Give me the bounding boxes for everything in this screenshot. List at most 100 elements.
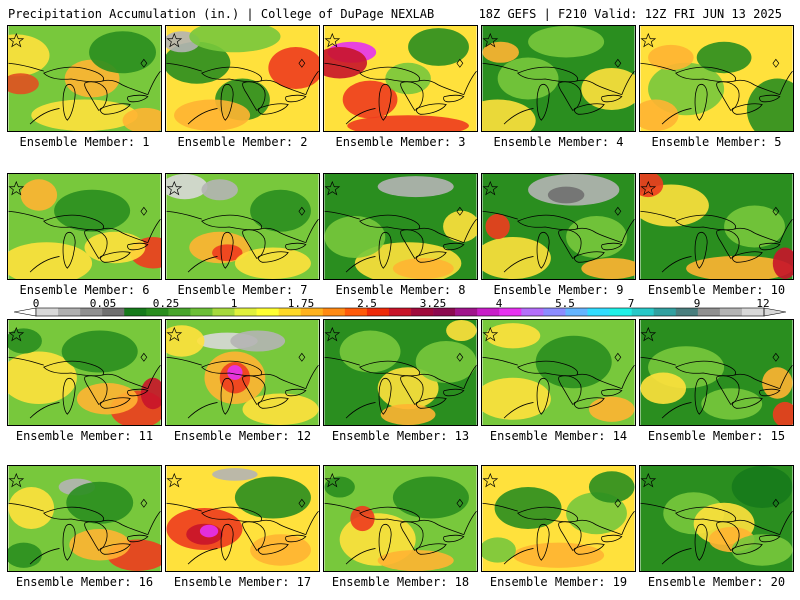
marker-star-icon xyxy=(640,326,657,342)
precip-area xyxy=(604,372,635,394)
map-boundary xyxy=(99,103,131,115)
map-boundary xyxy=(84,521,108,551)
marker-star-icon xyxy=(8,326,25,342)
member-caption: Ensemble Member: 17 xyxy=(173,575,312,589)
precipitation-map xyxy=(323,319,478,426)
colorbar-swatch xyxy=(631,308,654,316)
precipitation-map xyxy=(323,25,478,132)
map-boundary xyxy=(443,242,465,251)
precip-area xyxy=(566,492,627,535)
marker-diamond-icon xyxy=(614,498,622,508)
ensemble-panel: Ensemble Member: 13 xyxy=(323,319,478,443)
map-boundary xyxy=(463,510,477,535)
precip-area xyxy=(640,174,664,198)
precip-area xyxy=(380,404,436,425)
colorbar-swatch xyxy=(609,308,632,316)
map-boundary xyxy=(463,70,477,95)
ensemble-panel: Ensemble Member: 10 xyxy=(639,173,794,297)
precipitation-map xyxy=(639,319,794,426)
ensemble-panel: Ensemble Member: 15 xyxy=(639,319,794,443)
map-boundary xyxy=(536,524,550,561)
colorbar-tick-label: 1.75 xyxy=(287,297,315,310)
map-outlines xyxy=(640,210,793,273)
map-boundary xyxy=(345,548,376,565)
member-caption: Ensemble Member: 14 xyxy=(489,429,628,443)
precip-area xyxy=(772,247,793,279)
marker-star-icon xyxy=(482,326,499,342)
colorbar-swatch xyxy=(675,308,699,316)
ensemble-panel: Ensemble Member: 14 xyxy=(481,319,636,443)
precipitation-map xyxy=(639,465,794,572)
marker-star-icon xyxy=(482,472,499,488)
map-boundary xyxy=(359,360,420,377)
map-boundary xyxy=(29,256,60,273)
map-boundary xyxy=(734,79,780,96)
precip-area xyxy=(482,237,551,279)
map-boundary xyxy=(242,521,266,551)
map-outlines xyxy=(324,62,477,125)
map-boundary xyxy=(127,388,149,397)
precipitation-map xyxy=(323,465,478,572)
marker-diamond-icon xyxy=(298,352,306,362)
map-outlines xyxy=(640,62,793,125)
precip-area xyxy=(250,189,311,232)
precipitation-map xyxy=(165,465,320,572)
map-boundary xyxy=(187,256,218,273)
map-boundary xyxy=(378,378,392,415)
map-boundary xyxy=(661,256,692,273)
map-boundary xyxy=(694,378,708,415)
map-boundary xyxy=(779,510,793,535)
precip-area xyxy=(408,28,469,66)
colorbar-swatch xyxy=(565,308,588,316)
precip-area xyxy=(566,216,627,258)
ensemble-panel: Ensemble Member: 9 xyxy=(481,173,636,297)
map-boundary xyxy=(759,388,781,397)
colorbar-swatch xyxy=(146,308,169,316)
map-boundary xyxy=(257,103,289,115)
precip-area xyxy=(140,377,161,410)
precip-area xyxy=(324,216,386,258)
precip-area xyxy=(377,550,454,571)
marker-diamond-icon xyxy=(140,352,148,362)
map-boundary xyxy=(242,375,266,405)
map-boundary xyxy=(99,251,131,263)
precipitation-map xyxy=(481,319,636,426)
map-boundary xyxy=(694,84,708,121)
map-boundary xyxy=(378,84,392,121)
map-boundary xyxy=(418,373,464,390)
map-boundary xyxy=(661,402,692,419)
marker-diamond-icon xyxy=(614,352,622,362)
precip-area xyxy=(746,78,793,131)
precip-area xyxy=(54,189,131,232)
precipitation-colorbar xyxy=(14,307,786,317)
precip-area xyxy=(772,401,793,425)
precip-area xyxy=(535,335,612,389)
colorbar-swatch xyxy=(234,308,257,316)
map-outlines xyxy=(166,356,319,419)
map-boundary xyxy=(640,502,676,512)
map-boundary xyxy=(443,94,465,103)
map-boundary xyxy=(503,108,534,125)
map-boundary xyxy=(257,543,289,555)
map-boundary xyxy=(734,227,780,244)
ensemble-panel: Ensemble Member: 16 xyxy=(7,465,162,589)
precipitation-map xyxy=(165,25,320,132)
precip-area xyxy=(76,383,138,415)
map-boundary xyxy=(482,502,518,512)
colorbar-swatch xyxy=(741,308,765,316)
map-boundary xyxy=(8,210,44,220)
map-boundary xyxy=(463,364,477,389)
precip-area xyxy=(8,487,55,529)
colorbar-tick-label: 9 xyxy=(693,297,701,310)
colorbar-swatch xyxy=(58,308,81,316)
member-caption: Ensemble Member: 15 xyxy=(647,429,786,443)
ensemble-panel: Ensemble Member: 2 xyxy=(165,25,320,149)
colorbar-tick-label: 7 xyxy=(627,297,635,310)
map-boundary xyxy=(242,229,266,259)
map-outlines xyxy=(324,502,477,565)
precip-area xyxy=(89,31,156,74)
map-boundary xyxy=(345,108,376,125)
map-boundary xyxy=(260,227,306,244)
map-boundary xyxy=(601,534,623,543)
map-boundary xyxy=(102,519,148,536)
